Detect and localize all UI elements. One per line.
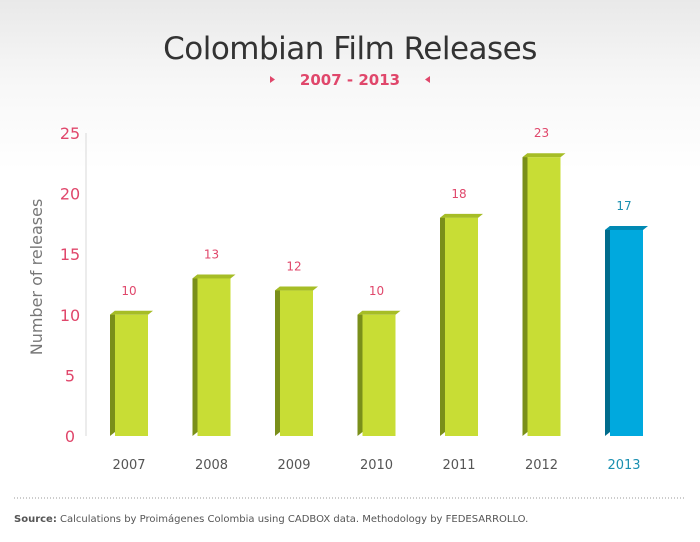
bar-side xyxy=(275,286,280,436)
bar-side xyxy=(440,213,445,436)
data-label: 23 xyxy=(534,126,549,140)
source-note: Source: Calculations by Proimágenes Colo… xyxy=(14,514,694,525)
bar-2009: 12 xyxy=(275,260,318,436)
bar-side xyxy=(110,310,115,436)
y-tick-label: 15 xyxy=(60,245,80,264)
y-tick-label: 0 xyxy=(65,427,75,446)
bar-side xyxy=(522,153,528,437)
bar-2011: 18 xyxy=(440,187,483,436)
bar-front xyxy=(362,314,396,436)
bar-top xyxy=(605,225,648,230)
bar-front xyxy=(445,217,478,436)
subtitle-arrow-left-icon xyxy=(270,76,275,83)
bar-2008: 13 xyxy=(192,247,236,436)
x-tick-label: 2007 xyxy=(112,458,145,473)
data-label: 10 xyxy=(121,284,136,298)
data-label: 13 xyxy=(204,247,219,261)
x-ticks: 2007 2008 2009 2010 2011 2012 2013 xyxy=(112,458,640,473)
y-tick-label: 20 xyxy=(60,185,80,204)
subtitle-arrow-right-icon xyxy=(425,76,430,83)
bar-top xyxy=(275,286,318,291)
data-label: 17 xyxy=(616,199,631,213)
bar-side xyxy=(357,310,363,436)
source-label: Source: xyxy=(14,514,57,525)
bar-front xyxy=(610,229,643,436)
x-tick-label: 2009 xyxy=(277,458,310,473)
y-ticks: 0 5 10 15 20 25 xyxy=(60,124,80,446)
bar-side xyxy=(605,225,610,436)
bar-front xyxy=(527,157,561,437)
data-label: 10 xyxy=(369,284,384,298)
bar-2012: 23 xyxy=(522,126,566,437)
y-tick-label: 5 xyxy=(65,366,75,385)
bar-2010: 10 xyxy=(357,284,401,436)
x-tick-label: 2013 xyxy=(607,458,640,473)
y-tick-label: 25 xyxy=(60,124,80,143)
bar-front xyxy=(197,278,231,436)
y-axis-label: Number of releases xyxy=(27,199,46,356)
bar-top xyxy=(357,310,401,315)
bar-2013: 17 xyxy=(605,199,648,436)
bars: 10 13 12 10 18 23 17 xyxy=(110,126,648,437)
y-tick-label: 10 xyxy=(60,306,80,325)
bar-front xyxy=(280,290,313,436)
data-label: 18 xyxy=(451,187,466,201)
chart-subtitle: 2007 - 2013 xyxy=(300,71,400,89)
bar-top xyxy=(522,153,566,158)
bar-top xyxy=(440,213,483,218)
bar-front xyxy=(115,314,148,436)
x-tick-label: 2010 xyxy=(360,458,393,473)
bar-top xyxy=(192,274,236,279)
bar-top xyxy=(110,310,153,315)
bar-2007: 10 xyxy=(110,284,153,436)
bar-side xyxy=(192,274,198,436)
x-tick-label: 2008 xyxy=(195,458,228,473)
x-tick-label: 2011 xyxy=(442,458,475,473)
x-tick-label: 2012 xyxy=(525,458,558,473)
chart-title: Colombian Film Releases xyxy=(163,31,537,67)
source-text: Calculations by Proimágenes Colombia usi… xyxy=(56,514,529,525)
data-label: 12 xyxy=(286,260,301,274)
